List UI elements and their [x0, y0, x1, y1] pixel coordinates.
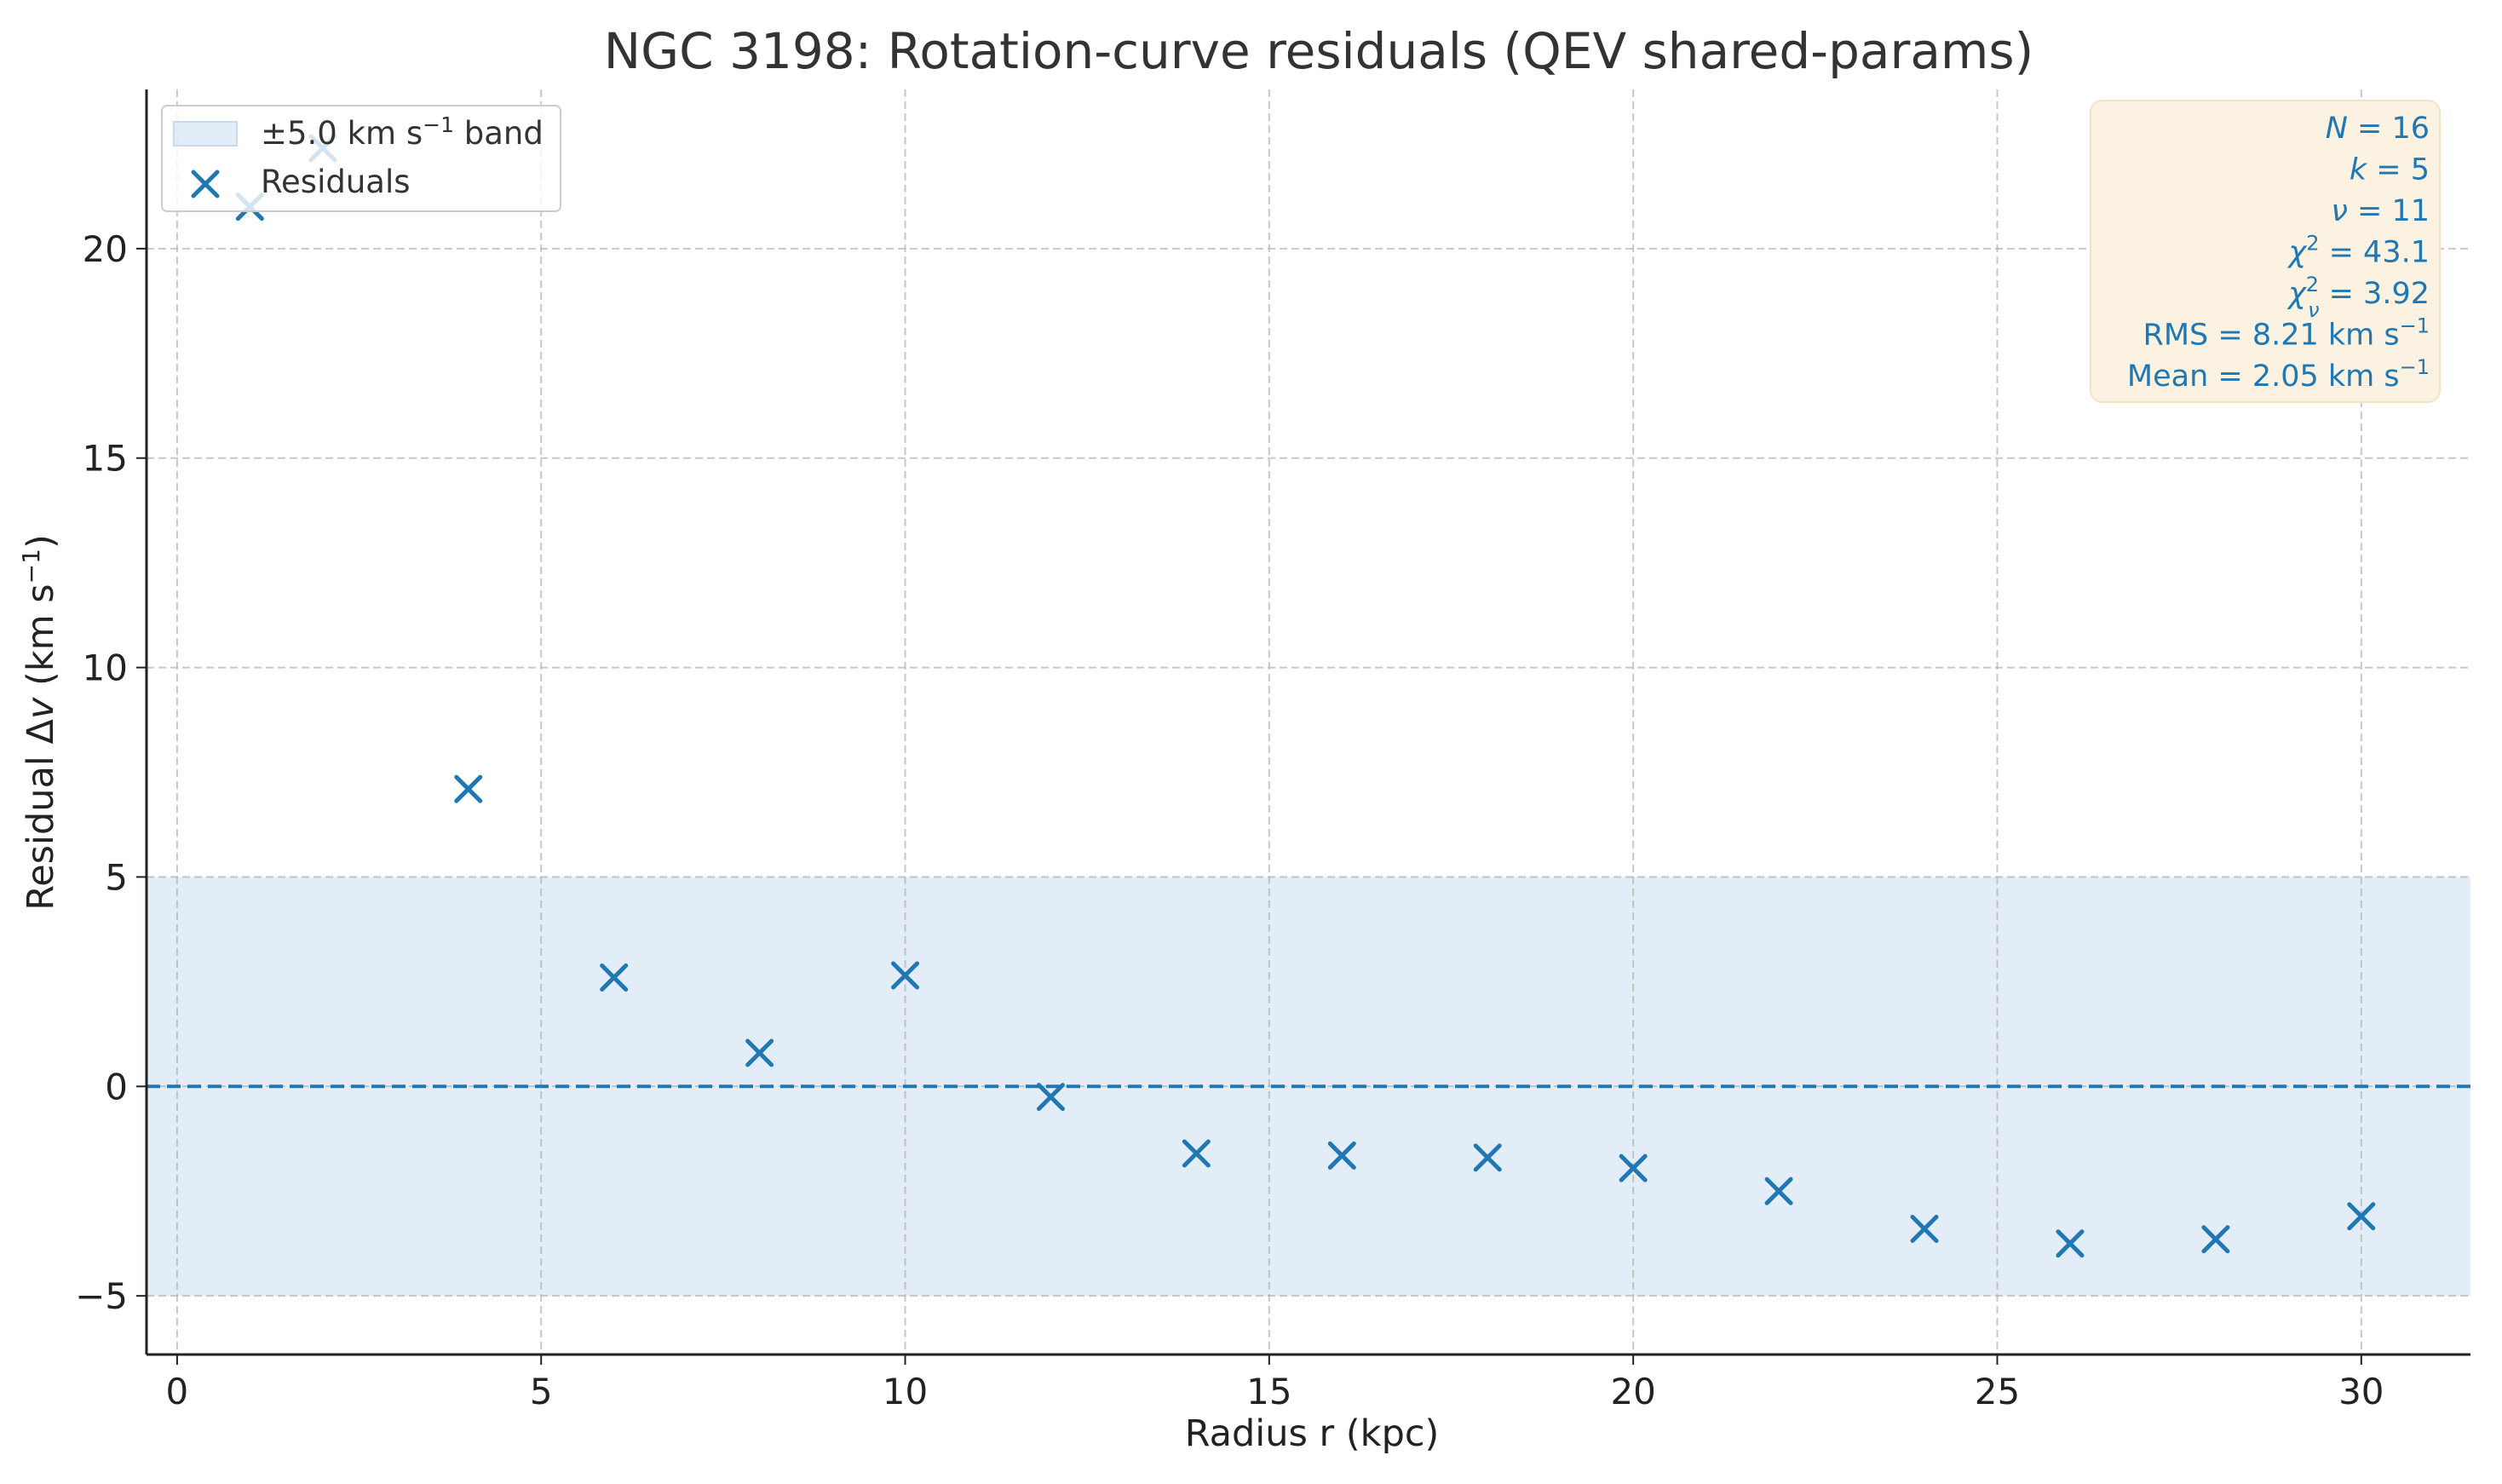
y-tick-label: 15 — [83, 438, 128, 480]
residual-point — [2056, 1229, 2085, 1258]
legend-residuals-label: Residuals — [261, 164, 411, 200]
stats-box: N = 16 k = 5 ν = 11 χ2 = 43.1χ2 ν = 3.92RMS … — [2090, 100, 2441, 403]
residual-point — [1619, 1153, 1648, 1182]
residual-point — [1764, 1176, 1793, 1205]
legend: ±5.0 km s−1 band Residuals — [161, 105, 561, 212]
legend-band-label: ±5.0 km s−1 band — [261, 112, 544, 152]
residual-point — [1910, 1214, 1939, 1243]
stats-box-background — [2090, 100, 2441, 403]
x-tick-label: 20 — [1610, 1371, 1655, 1412]
residual-point — [2347, 1202, 2376, 1231]
legend-residuals-marker — [191, 170, 220, 198]
residual-point — [745, 1038, 774, 1067]
x-tick-label: 5 — [530, 1371, 553, 1412]
stat-chi2nu: χ2 ν = 3.92 — [2286, 273, 2430, 322]
residual-point — [1036, 1083, 1065, 1112]
y-axis-label-close: ) — [20, 534, 62, 549]
residual-point — [600, 963, 629, 992]
stat-nu: ν = 11 — [2331, 194, 2430, 228]
chart-title: NGC 3198: Rotation-curve residuals (QEV … — [604, 22, 2033, 80]
residual-point — [1182, 1139, 1211, 1168]
x-tick-label: 0 — [166, 1371, 189, 1412]
stat-chi2: χ2 = 43.1 — [2286, 232, 2430, 270]
residual-point — [1473, 1143, 1502, 1172]
y-axis-label-main: Residual Δ — [20, 718, 62, 910]
x-tick-label: 15 — [1246, 1371, 1291, 1412]
stat-k: k = 5 — [2350, 153, 2430, 187]
y-tick-label: 0 — [105, 1066, 128, 1107]
y-tick-label: 10 — [83, 647, 128, 689]
y-tick-label: 20 — [83, 228, 128, 270]
x-tick-label: 30 — [2338, 1371, 2384, 1412]
x-axis-label: Radius r (kpc) — [1185, 1412, 1440, 1455]
stat-rms: RMS = 8.21 km s−1 — [2143, 314, 2430, 353]
legend-band-swatch — [173, 121, 238, 147]
x-tick-label: 25 — [1975, 1371, 2020, 1412]
y-axis-label-sup: −1 — [17, 549, 45, 584]
grid-layer — [147, 89, 2470, 1355]
y-tick-label: 5 — [105, 856, 128, 898]
stat-n: N = 16 — [2326, 112, 2430, 146]
residual-point — [1327, 1141, 1356, 1170]
y-axis-label-unit: (km s — [20, 584, 62, 697]
residual-point — [891, 961, 920, 990]
residual-point — [2201, 1225, 2230, 1254]
y-tick-label: −5 — [75, 1275, 128, 1317]
y-axis-label: Residual Δv (km s−1) — [17, 534, 62, 911]
axes-layer — [145, 89, 2470, 1356]
legend-frame — [161, 105, 561, 212]
x-tick-label: 10 — [883, 1371, 928, 1412]
stat-mean: Mean = 2.05 km s−1 — [2127, 355, 2430, 394]
ticks-layer: 0 5 10 15 20 25 30 −5 0 5 10 15 20 — [75, 228, 2384, 1412]
residual-point — [454, 774, 483, 803]
y-axis-label-var: v — [20, 697, 62, 719]
